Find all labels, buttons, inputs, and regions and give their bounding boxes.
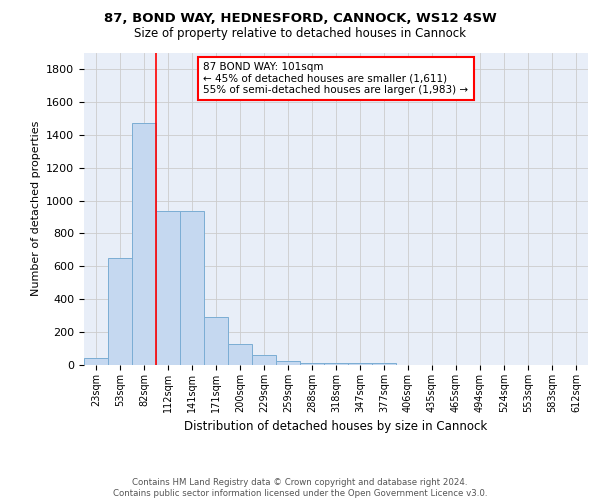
Bar (228, 344, 252, 365)
Text: Size of property relative to detached houses in Cannock: Size of property relative to detached ho… (134, 28, 466, 40)
Bar (204, 318, 228, 365)
Bar (252, 355, 276, 365)
Bar (324, 363, 348, 365)
Bar (276, 361, 300, 365)
Bar (180, 211, 204, 365)
Bar (84, 358, 108, 365)
Bar (348, 363, 372, 365)
X-axis label: Distribution of detached houses by size in Cannock: Distribution of detached houses by size … (184, 420, 488, 434)
Text: 87 BOND WAY: 101sqm
← 45% of detached houses are smaller (1,611)
55% of semi-det: 87 BOND WAY: 101sqm ← 45% of detached ho… (203, 62, 469, 95)
Text: Contains HM Land Registry data © Crown copyright and database right 2024.
Contai: Contains HM Land Registry data © Crown c… (113, 478, 487, 498)
Bar (156, 211, 180, 365)
Text: 87, BOND WAY, HEDNESFORD, CANNOCK, WS12 4SW: 87, BOND WAY, HEDNESFORD, CANNOCK, WS12 … (104, 12, 496, 26)
Bar (132, 123, 156, 365)
Bar (108, 258, 132, 365)
Y-axis label: Number of detached properties: Number of detached properties (31, 121, 41, 296)
Bar (372, 364, 396, 365)
Bar (300, 362, 324, 365)
